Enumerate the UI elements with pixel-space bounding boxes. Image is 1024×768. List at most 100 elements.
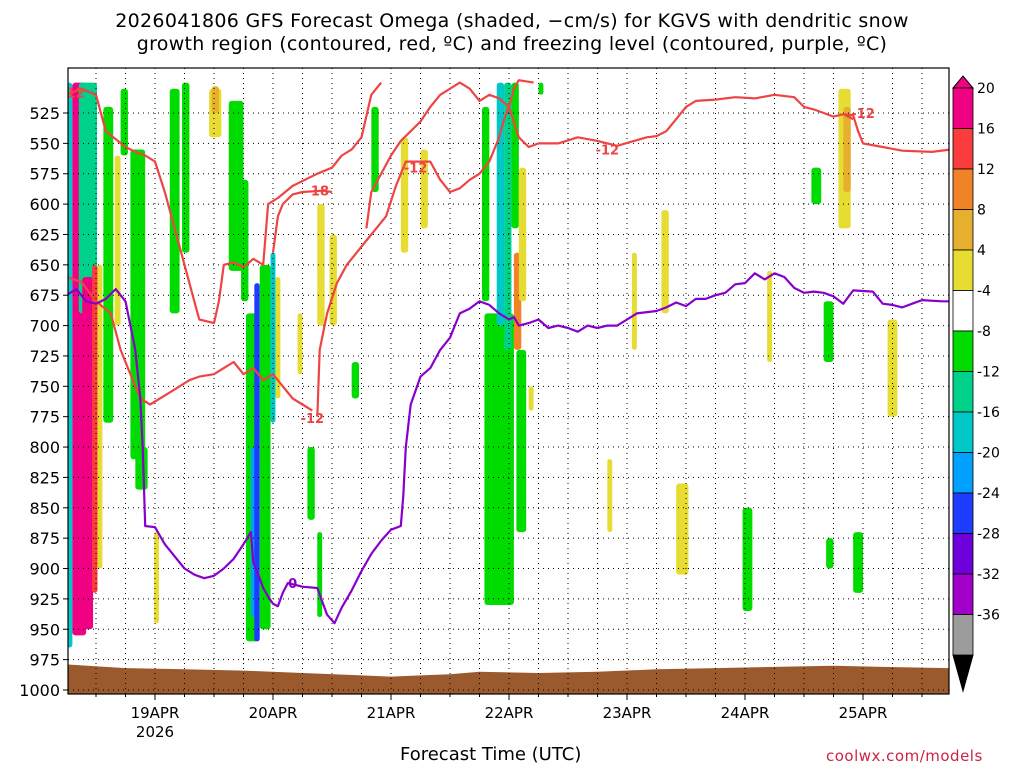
- omega-shade-21: [259, 264, 271, 630]
- omega-shade-5: [97, 264, 103, 569]
- colorbar-label-6: -8: [977, 324, 991, 340]
- colorbar-segment-12: [952, 573, 974, 615]
- site-credit[interactable]: coolwx.com/models: [826, 747, 983, 765]
- omega-shade-31: [400, 137, 409, 253]
- y-tick-label-575: 575: [29, 165, 60, 184]
- omega-shade-7: [114, 155, 121, 326]
- y-tick-label-775: 775: [29, 408, 60, 427]
- omega-shade-30: [371, 106, 379, 192]
- omega-shade-41: [528, 386, 534, 411]
- x-tick-label-20APR: 20APR: [249, 704, 298, 722]
- omega-shade-49: [811, 167, 822, 205]
- y-tick-label-1000: 1000: [19, 681, 60, 700]
- colorbar-label-2: 12: [977, 162, 995, 178]
- omega-shade-22: [270, 252, 276, 423]
- colorbar: 20 16 12 8 4 -4 -8 -12 -16 -20 -24 -28 -32 -36: [951, 75, 1000, 693]
- omega-shade-51: [826, 538, 834, 569]
- contour-dgz-m12-d: [843, 113, 949, 153]
- chart-title-line2: growth region (contoured, red, ºC) and f…: [136, 33, 888, 55]
- colorbar-segment-11: [952, 533, 974, 575]
- colorbar-top-arrow: [951, 75, 975, 89]
- omega-shade-44: [631, 252, 637, 350]
- colorbar-segment-8: [952, 411, 974, 453]
- contour-label-dgz-m12-c: -12: [596, 143, 620, 158]
- y-tick-label-700: 700: [29, 317, 60, 336]
- x-tick-label-22APR: 22APR: [485, 704, 534, 722]
- omega-shade-8: [120, 88, 128, 156]
- y-tick-label-900: 900: [29, 560, 60, 579]
- colorbar-segment-0: [952, 87, 974, 129]
- x-tick-label-24APR: 24APR: [721, 704, 770, 722]
- omega-shade-13: [182, 82, 190, 253]
- colorbar-label-3: 8: [977, 203, 986, 219]
- omega-shade-32: [420, 149, 428, 229]
- omega-shade-33: [481, 106, 490, 302]
- colorbar-segment-9: [952, 452, 974, 494]
- y-tick-label-725: 725: [29, 347, 60, 366]
- y-tick-label-625: 625: [29, 225, 60, 244]
- omega-shade-28: [329, 234, 337, 326]
- colorbar-segment-2: [952, 168, 974, 210]
- contour-label-dgz-upper-m12: -12: [61, 86, 85, 101]
- omega-shade-9: [130, 149, 146, 460]
- colorbar-segment-10: [952, 492, 974, 534]
- x-tick-label-25APR: 25APR: [839, 704, 888, 722]
- omega-shade-46: [676, 483, 689, 575]
- chart-title-line1: 2026041806 GFS Forecast Omega (shaded, −…: [115, 10, 909, 32]
- omega-shade-47: [742, 507, 753, 612]
- colorbar-label-4: 4: [977, 243, 986, 259]
- omega-shade-40: [518, 167, 527, 302]
- colorbar-label-10: -24: [977, 486, 1000, 502]
- contour-dgz-m18: [271, 189, 333, 253]
- omega-shade-45: [661, 210, 669, 314]
- colorbar-label-8: -16: [977, 405, 1000, 421]
- omega-shade-2: [78, 82, 97, 314]
- omega-shade-23: [275, 276, 281, 399]
- omega-shade-3: [82, 276, 94, 630]
- omega-shade-26: [317, 204, 325, 326]
- omega-shade-25: [307, 447, 315, 520]
- x-tick-label-19APR: 19APR: [131, 704, 180, 722]
- y-tick-label-825: 825: [29, 468, 60, 487]
- omega-shade-54: [853, 532, 863, 593]
- contour-label-dgz-m12-b: -12: [404, 162, 428, 177]
- contour-dgz-m12-c: [365, 81, 854, 229]
- y-tick-label-800: 800: [29, 438, 60, 457]
- y-tick-label-950: 950: [29, 620, 60, 639]
- x-tick-label-23APR: 23APR: [603, 704, 652, 722]
- colorbar-bottom-arrow: [952, 654, 974, 693]
- y-tick-label-850: 850: [29, 499, 60, 518]
- y-tick-label-650: 650: [29, 256, 60, 275]
- y-tick-label-525: 525: [29, 104, 60, 123]
- y-tick-label-600: 600: [29, 195, 60, 214]
- contour-dgz-m12-b: [316, 79, 534, 417]
- colorbar-label-11: -28: [977, 527, 1000, 543]
- y-axis: 525 550 575 600 625 650 675 700 725 750 775 800 825 8…: [19, 104, 68, 700]
- colorbar-segment-1: [952, 128, 974, 170]
- y-tick-label-875: 875: [29, 529, 60, 548]
- y-tick-label-925: 925: [29, 590, 60, 609]
- x-tick-label-21APR: 21APR: [367, 704, 416, 722]
- contour-label-dgz-m12-d: -12: [851, 107, 875, 122]
- omega-shade-39: [516, 349, 527, 533]
- contour-lines: -12 -12 -18 -12 -12 -12 0: [61, 79, 949, 625]
- colorbar-segment-3: [952, 209, 974, 251]
- y-tick-label-750: 750: [29, 377, 60, 396]
- contour-label-dgz-lower-m12: -12: [301, 412, 325, 427]
- omega-shade-36: [504, 82, 512, 350]
- omega-shade-11: [154, 532, 159, 624]
- colorbar-label-7: -12: [977, 365, 1000, 381]
- contour-label-freezing-level-0: 0: [288, 577, 297, 592]
- y-tick-label-675: 675: [29, 286, 60, 305]
- omega-shade-37: [511, 82, 519, 229]
- terrain-layer: [68, 664, 949, 694]
- colorbar-label-5: -4: [977, 284, 991, 300]
- colorbar-segment-4: [952, 249, 974, 291]
- gridlines: [68, 68, 949, 694]
- colorbar-label-9: -20: [977, 446, 1000, 462]
- omega-shade-12: [169, 88, 180, 314]
- colorbar-segment-13: [952, 614, 974, 656]
- colorbar-segment-7: [952, 371, 974, 413]
